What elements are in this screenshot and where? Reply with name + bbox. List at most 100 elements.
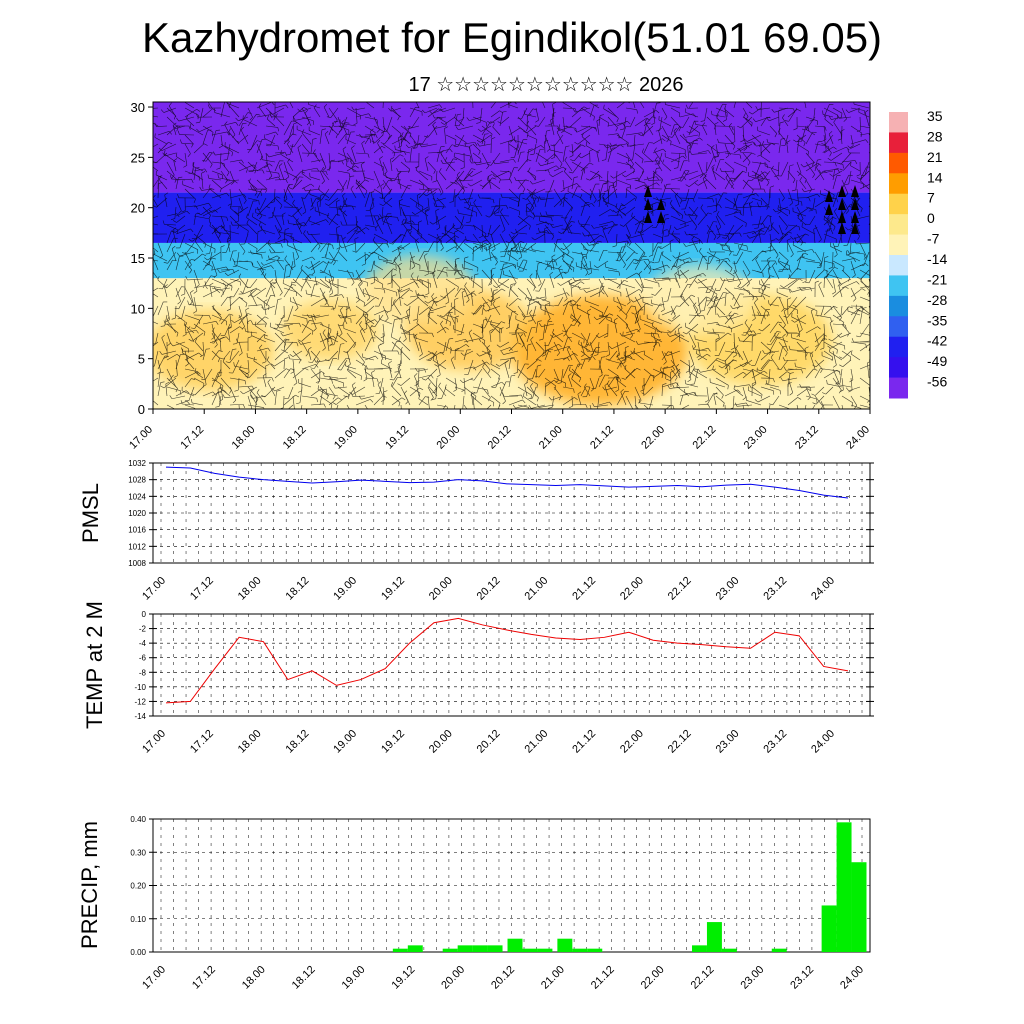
wind-barb: [382, 161, 388, 172]
wind-barb-flag: [243, 194, 247, 198]
wind-barb: [832, 107, 843, 114]
wind-barb: [643, 116, 653, 127]
wind-barb-flag: [178, 210, 182, 214]
wind-barb: [589, 170, 600, 181]
wind-barb: [840, 131, 843, 145]
wind-barb-flag: [684, 153, 687, 158]
wind-barb: [436, 146, 441, 163]
wind-barb: [481, 134, 485, 145]
wind-barb: [572, 161, 582, 174]
wind-barb-flag: [490, 134, 493, 138]
wind-barb: [409, 134, 417, 145]
wind-barb: [822, 114, 834, 118]
wind-barb-flag: [849, 145, 854, 149]
wind-barb: [310, 139, 314, 154]
wind-barb: [272, 107, 285, 115]
wind-barb-flag: [203, 143, 208, 146]
wind-barb-flag: [583, 169, 586, 174]
wind-barb-flag: [195, 167, 200, 169]
wind-barb: [397, 182, 411, 190]
wind-barb: [265, 107, 276, 117]
wind-barb-flag: [310, 183, 315, 187]
warm-region: [153, 310, 274, 390]
wind-barb: [202, 152, 213, 165]
wind-barb: [184, 152, 188, 166]
wind-barb: [661, 107, 668, 118]
wind-barb-flag: [535, 119, 539, 123]
wind-barb: [652, 148, 664, 154]
wind-barb-flag: [678, 127, 681, 132]
wind-barb: [382, 180, 389, 190]
wind-barb: [859, 184, 870, 190]
wind-barb-flag: [700, 120, 705, 122]
wind-barb: [365, 102, 375, 109]
wind-barb-flag: [728, 122, 732, 127]
wind-barb: [718, 142, 735, 145]
wind-barb: [219, 152, 222, 169]
wind-barb-flag: [307, 152, 310, 157]
wind-barb: [526, 134, 537, 140]
wind-barb: [181, 142, 195, 145]
wind-barb-flag: [228, 128, 231, 133]
wind-barb-flag: [326, 168, 331, 171]
wind-barb-flag: [455, 126, 459, 130]
wind-barb: [840, 152, 852, 165]
wind-barb: [324, 133, 330, 145]
wind-barb: [444, 128, 447, 145]
wind-barb-flag: [803, 92, 806, 94]
wind-barb: [528, 171, 537, 181]
wind-barb-flag: [656, 182, 660, 186]
wind-barb: [532, 179, 546, 185]
wind-barb-flag: [491, 137, 496, 140]
wind-barb: [658, 119, 672, 127]
wind-barb-flag: [158, 175, 163, 178]
wind-barb-flag: [526, 133, 529, 138]
wind-barb: [355, 179, 366, 190]
wind-barb: [415, 102, 420, 109]
wind-barb: [761, 170, 771, 182]
wind-barb: [409, 148, 412, 163]
wind-barb: [679, 160, 684, 172]
wind-barb: [184, 143, 191, 154]
wind-barb: [424, 107, 438, 114]
wind-barb: [786, 142, 789, 154]
wind-barb: [220, 134, 223, 146]
wind-barb: [154, 137, 168, 145]
wind-barb-flag: [525, 179, 530, 182]
wind-barb: [751, 170, 763, 178]
wind-barb: [480, 134, 492, 143]
wind-barb-flag: [172, 122, 177, 126]
wind-barb: [647, 187, 663, 190]
wind-barb: [292, 179, 303, 190]
wind-barb-flag: [871, 340, 875, 341]
wind-barb: [553, 166, 564, 172]
wind-barb: [472, 116, 487, 123]
wind-barb-flag: [725, 174, 729, 179]
temperature-layer: [153, 102, 870, 193]
wind-barb-flag: [440, 159, 444, 164]
wind-barb: [259, 197, 267, 210]
wind-barb-flag: [277, 145, 280, 150]
wind-barb: [554, 134, 564, 147]
wind-barb-flag: [583, 167, 588, 169]
wind-barb: [153, 179, 159, 189]
wind-barb: [787, 188, 793, 204]
wind-barb-flag: [321, 128, 326, 131]
wind-barb: [318, 189, 330, 199]
wind-barb: [458, 179, 474, 182]
wind-barb-flag: [176, 117, 179, 122]
wind-barb: [490, 170, 501, 180]
wind-barb-flag: [513, 102, 517, 105]
wind-barb: [390, 109, 402, 118]
wind-barb: [415, 169, 429, 181]
wind-barb: [274, 104, 286, 109]
wind-barb-flag: [784, 120, 789, 122]
wind-barb: [751, 171, 765, 181]
wind-barb: [175, 177, 179, 190]
wind-barb-flag: [569, 155, 574, 158]
wind-barb: [796, 143, 809, 152]
wind-barb: [382, 143, 396, 153]
wind-barb: [247, 188, 261, 193]
wind-barb: [868, 179, 870, 181]
wind-barb: [265, 170, 279, 174]
